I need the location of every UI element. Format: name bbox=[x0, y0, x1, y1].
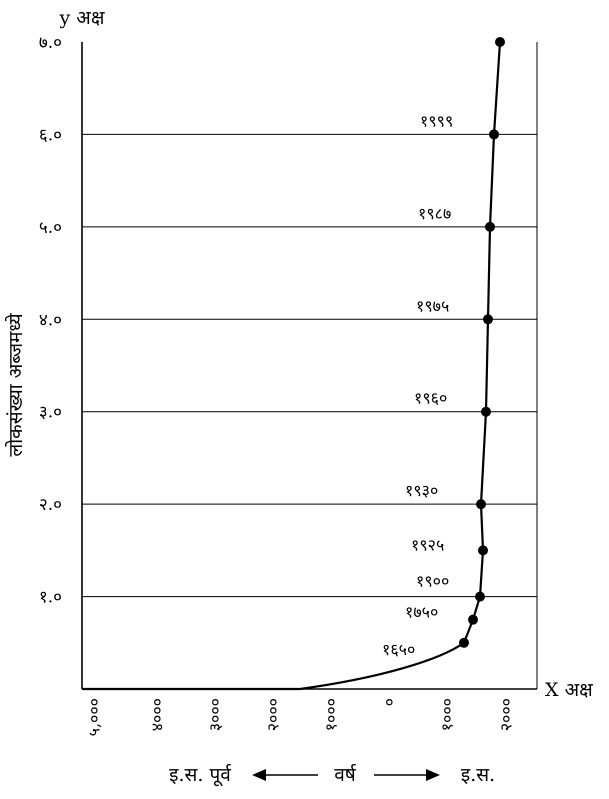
x-tick-label: १००० bbox=[322, 698, 341, 731]
point-label: १७५० bbox=[405, 603, 438, 622]
population-curve bbox=[82, 41, 502, 691]
y-axis-name: y अक्ष bbox=[59, 7, 105, 29]
point-labels: १६५० १७५० १९०० १९२५ १९३० १९६० १९७५ १९८७ १९९९ bbox=[382, 111, 453, 658]
left-arrow bbox=[252, 769, 318, 781]
point-label: १९६० bbox=[414, 389, 447, 408]
data-point bbox=[459, 637, 469, 648]
x-axis-name: X अक्ष bbox=[545, 679, 593, 701]
point-label: १९३० bbox=[405, 481, 438, 500]
data-point bbox=[489, 129, 499, 140]
y-tick-label: ३.० bbox=[39, 403, 62, 423]
point-label: १९२५ bbox=[411, 535, 444, 554]
x-tick-label: ४००० bbox=[148, 698, 167, 731]
data-point bbox=[485, 221, 495, 232]
y-tick-label: ७.० bbox=[39, 33, 62, 53]
x-tick-label: २००० bbox=[264, 698, 283, 731]
y-axis-title: लोकसंख्या अब्जमध्ये bbox=[4, 312, 27, 456]
data-point bbox=[468, 614, 478, 625]
data-point bbox=[481, 406, 491, 417]
y-tick-labels: १.० २.० ३.० ४.० ५.० ६.० ७.० bbox=[39, 33, 62, 608]
point-label: १६५० bbox=[382, 640, 415, 659]
data-point bbox=[476, 499, 486, 510]
data-point bbox=[475, 591, 485, 602]
data-point bbox=[495, 37, 505, 47]
x-tick-label: ० bbox=[380, 698, 399, 706]
x-tick-label: ३००० bbox=[206, 698, 225, 731]
era-left-label: इ.स. पूर्व bbox=[169, 763, 232, 787]
point-label: १९७५ bbox=[416, 296, 449, 315]
y-tick-label: १.० bbox=[39, 588, 62, 608]
y-tick-label: ६.० bbox=[39, 125, 62, 145]
year-axis-label: वर्ष bbox=[334, 763, 357, 786]
x-tick-labels: ५,००० ४००० ३००० २००० १००० ० १००० २००० bbox=[85, 698, 516, 736]
era-right-label: इ.स. bbox=[461, 764, 495, 786]
data-points bbox=[459, 37, 505, 648]
gridlines bbox=[82, 133, 537, 598]
x-tick-label: ५,००० bbox=[85, 698, 104, 736]
data-point bbox=[483, 314, 493, 325]
point-label: १९०० bbox=[416, 572, 449, 591]
y-tick-label: ५.० bbox=[39, 218, 62, 238]
point-label: १९८७ bbox=[418, 204, 451, 223]
y-tick-label: ४.० bbox=[39, 310, 62, 330]
y-tick-label: २.० bbox=[39, 495, 62, 515]
right-arrow bbox=[374, 769, 440, 781]
x-tick-label: १००० bbox=[438, 698, 457, 731]
point-label: १९९९ bbox=[420, 111, 453, 130]
x-tick-label: २००० bbox=[497, 698, 516, 731]
data-point bbox=[478, 545, 488, 556]
